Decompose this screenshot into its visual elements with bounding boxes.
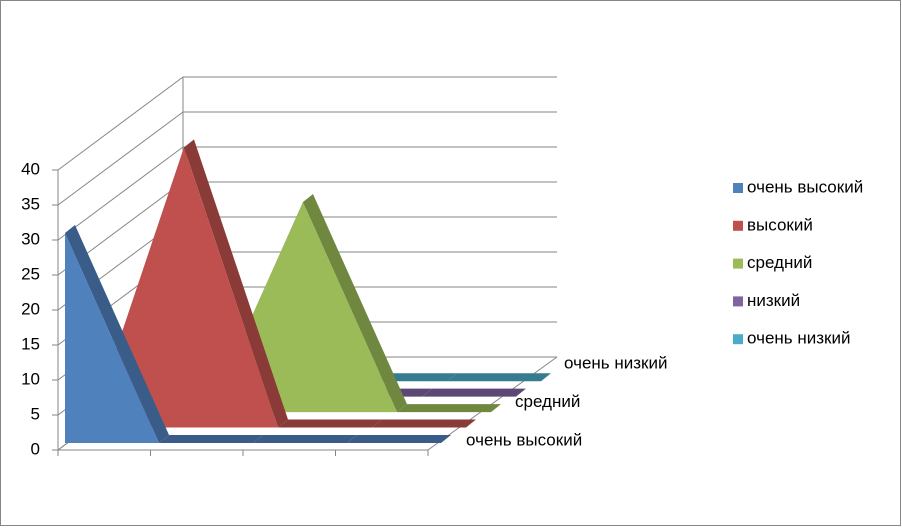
legend-label: высокий	[747, 215, 813, 234]
area	[65, 233, 441, 443]
legend-swatch	[733, 258, 743, 269]
area	[115, 202, 491, 413]
legend-swatch	[733, 183, 743, 193]
y-tick-label: 25	[21, 264, 40, 283]
y-tick-label: 5	[31, 404, 40, 423]
y-tick-label: 40	[21, 159, 40, 178]
legend-swatch	[733, 334, 743, 345]
legend-swatch	[733, 220, 743, 231]
y-tick-label: 35	[21, 194, 40, 213]
y-tick-label: 30	[21, 229, 40, 248]
y-tick-label: 10	[21, 369, 40, 388]
legend-label: очень низкий	[747, 329, 850, 348]
area-side	[184, 139, 288, 428]
grid-line	[57, 76, 184, 171]
area-side	[159, 435, 263, 443]
grid-line	[57, 111, 184, 206]
area-side	[397, 404, 501, 413]
legend-label: низкий	[747, 291, 800, 310]
legend-label: очень высокий	[747, 177, 863, 196]
area-side	[447, 373, 551, 382]
depth-label: средний	[515, 392, 580, 411]
area-side	[303, 194, 407, 413]
area	[90, 147, 466, 428]
area-side	[422, 388, 526, 397]
floor-edge	[427, 356, 558, 451]
area-side	[347, 435, 451, 443]
legend-label: средний	[747, 253, 812, 272]
y-tick-label: 20	[21, 299, 40, 318]
area-side	[372, 419, 476, 428]
area-side	[65, 225, 169, 443]
y-tick-label: 0	[31, 439, 40, 458]
legend-swatch	[733, 296, 743, 307]
y-tick-label: 15	[21, 334, 40, 353]
depth-label: очень низкий	[564, 353, 667, 372]
area-side	[253, 435, 357, 443]
grid-line	[57, 146, 184, 241]
depth-label: очень высокий	[466, 430, 582, 449]
area-side	[278, 419, 382, 428]
